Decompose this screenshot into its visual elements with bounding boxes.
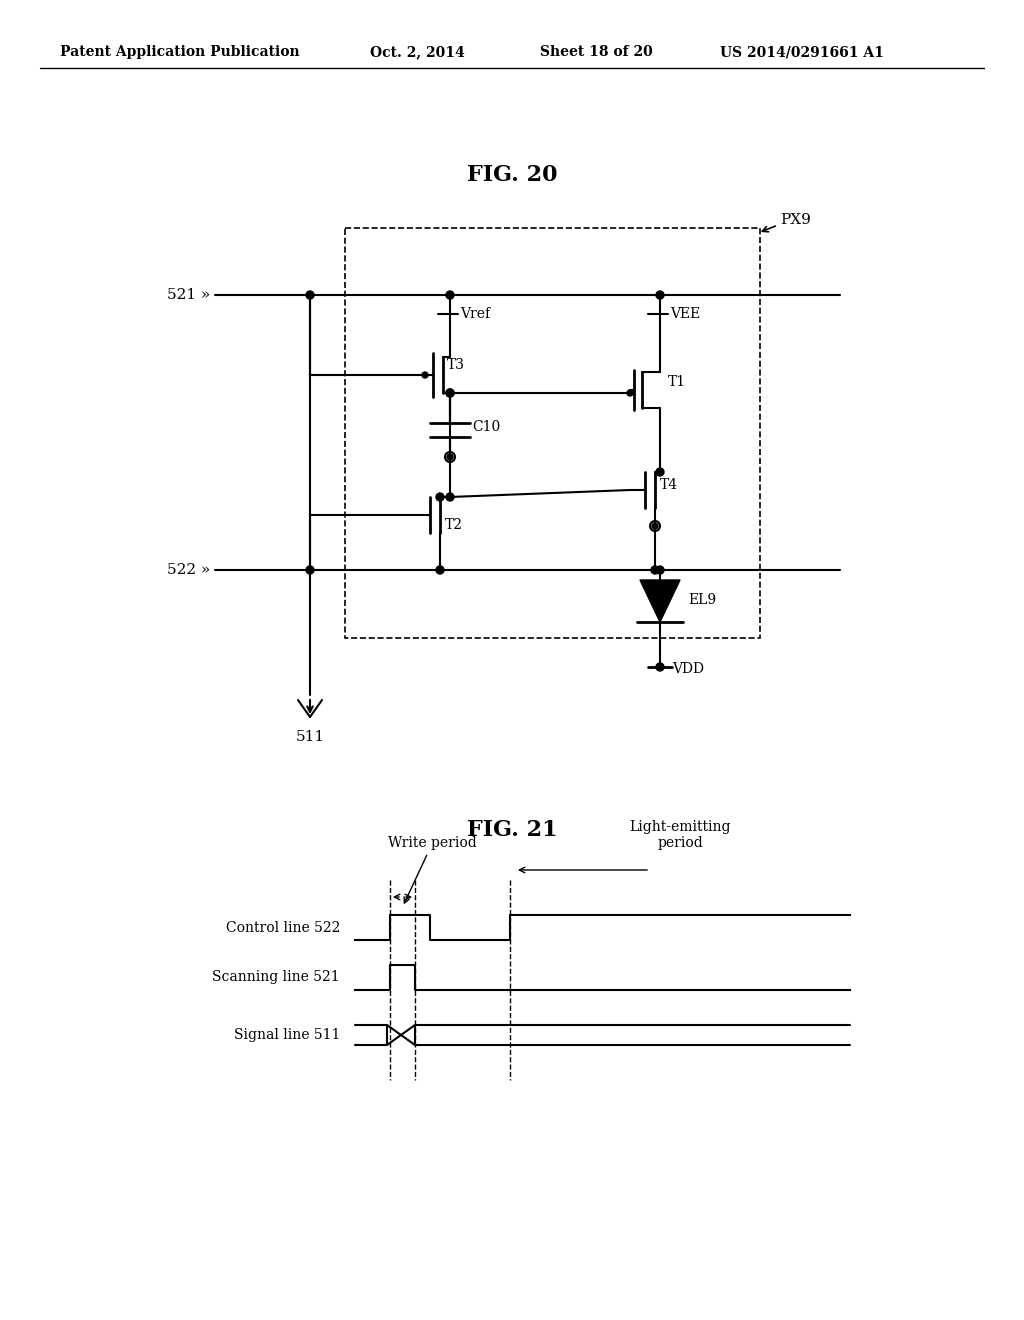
Text: Scanning line 521: Scanning line 521: [212, 970, 340, 985]
Circle shape: [656, 566, 664, 574]
Circle shape: [656, 469, 664, 477]
Text: 511: 511: [296, 730, 325, 744]
Text: 521 »: 521 »: [167, 288, 210, 302]
Circle shape: [306, 566, 314, 574]
Text: Vref: Vref: [460, 308, 490, 321]
Text: EL9: EL9: [688, 593, 716, 607]
Circle shape: [306, 290, 314, 300]
Circle shape: [656, 290, 664, 300]
Text: T4: T4: [660, 478, 678, 492]
Circle shape: [446, 492, 454, 502]
Text: T2: T2: [445, 517, 463, 532]
Text: FIG. 20: FIG. 20: [467, 164, 557, 186]
Text: Oct. 2, 2014: Oct. 2, 2014: [370, 45, 465, 59]
Text: US 2014/0291661 A1: US 2014/0291661 A1: [720, 45, 884, 59]
Circle shape: [627, 389, 633, 396]
Text: Sheet 18 of 20: Sheet 18 of 20: [540, 45, 652, 59]
Text: Write period: Write period: [388, 836, 477, 903]
Circle shape: [446, 389, 454, 397]
Circle shape: [436, 566, 444, 574]
Text: Patent Application Publication: Patent Application Publication: [60, 45, 300, 59]
Circle shape: [446, 290, 454, 300]
Text: PX9: PX9: [780, 213, 811, 227]
Text: Light-emitting
period: Light-emitting period: [630, 820, 731, 850]
Text: Control line 522: Control line 522: [225, 920, 340, 935]
Text: Signal line 511: Signal line 511: [233, 1028, 340, 1041]
Text: 522 »: 522 »: [167, 564, 210, 577]
Circle shape: [652, 523, 658, 529]
Bar: [345, 228, 760, 638]
Circle shape: [447, 454, 453, 459]
Circle shape: [651, 566, 659, 574]
Circle shape: [422, 372, 428, 378]
Text: FIG. 21: FIG. 21: [467, 818, 557, 841]
Circle shape: [656, 663, 664, 671]
Polygon shape: [640, 579, 680, 622]
Circle shape: [446, 389, 454, 397]
Text: VDD: VDD: [672, 663, 705, 676]
Text: C10: C10: [472, 420, 501, 434]
Text: VEE: VEE: [670, 308, 700, 321]
Text: T3: T3: [447, 358, 465, 372]
Text: T1: T1: [668, 375, 686, 389]
Circle shape: [436, 492, 444, 502]
